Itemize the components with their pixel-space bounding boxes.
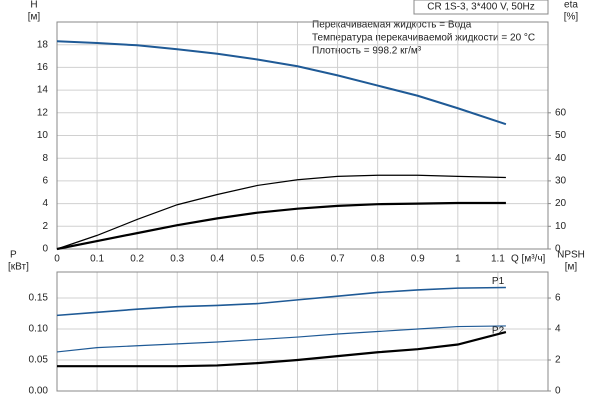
- info-line: Перекачиваемая жидкость = Вода: [312, 20, 472, 31]
- y2-tick-label: 4: [555, 324, 561, 335]
- y-label: P: [10, 250, 17, 261]
- y-tick-label: 0.10: [29, 324, 49, 335]
- plot-frame: [56, 21, 549, 250]
- series-line: [56, 40, 507, 126]
- y2-tick-label: 0: [555, 386, 561, 397]
- y-unit: [м]: [28, 12, 41, 23]
- series-line: [56, 286, 506, 317]
- y2-unit: [%]: [564, 12, 579, 23]
- y2-tick-label: 50: [555, 130, 567, 141]
- y-tick-label: 16: [37, 62, 49, 73]
- series-label: P2: [492, 326, 505, 337]
- series-line: [57, 331, 507, 368]
- info-line: Плотность = 998.2 кг/м³: [312, 46, 422, 57]
- header-box: [413, 0, 549, 15]
- y2-tick-label: 0: [555, 244, 561, 255]
- y2-tick-label: 30: [555, 176, 567, 187]
- x-tick-label: 0.6: [291, 254, 305, 265]
- info-line: Температура перекачиваемой жидкости = 20…: [312, 33, 535, 44]
- x-tick-label: 0.1: [90, 254, 104, 265]
- y-label: H: [30, 0, 37, 11]
- y2-tick-label: 20: [555, 198, 567, 209]
- y2-unit: [м]: [565, 262, 578, 273]
- y-tick-label: 4: [42, 198, 48, 209]
- y-tick-label: 14: [37, 85, 49, 96]
- x-tick-label: 0.9: [411, 254, 425, 265]
- y-tick-label: 8: [42, 153, 48, 164]
- y-tick-label: 2: [42, 221, 48, 232]
- y2-tick-label: 40: [555, 153, 567, 164]
- series-line: [56, 325, 506, 353]
- y-tick-label: 12: [37, 107, 49, 118]
- x-tick-label: 1: [455, 254, 461, 265]
- x-tick-label: 0.8: [371, 254, 385, 265]
- y-unit: [кВт]: [8, 262, 29, 273]
- y-tick-label: 6: [42, 176, 48, 187]
- x-tick-label: 0.2: [130, 254, 144, 265]
- x-label: Q [м³/ч]: [511, 254, 546, 265]
- x-tick-label: 0.7: [331, 254, 345, 265]
- y2-tick-label: 10: [555, 221, 567, 232]
- y2-label: eta: [564, 0, 578, 11]
- y-tick-label: 18: [37, 39, 49, 50]
- series-line: [56, 174, 506, 250]
- y2-label: NPSH: [557, 250, 585, 261]
- x-tick-label: 0.4: [210, 254, 224, 265]
- x-tick-label: 1.1: [491, 254, 505, 265]
- y2-tick-label: 2: [555, 355, 561, 366]
- y-tick-label: 0.05: [29, 355, 49, 366]
- y2-tick-label: 60: [555, 107, 567, 118]
- y-tick-label: 0.15: [29, 293, 49, 304]
- y-tick-label: 0.00: [29, 386, 49, 397]
- x-tick-label: 0.5: [250, 254, 264, 265]
- plot-frame: [56, 271, 549, 392]
- y-tick-label: 0: [42, 244, 48, 255]
- x-tick-label: 0: [54, 254, 60, 265]
- x-tick-label: 0.3: [170, 254, 184, 265]
- y2-tick-label: 6: [555, 293, 561, 304]
- series-line: [56, 201, 506, 251]
- y-tick-label: 10: [37, 130, 49, 141]
- header: CR 1S-3, 3*400 V, 50Hz: [427, 2, 534, 13]
- series-label: P1: [492, 276, 505, 287]
